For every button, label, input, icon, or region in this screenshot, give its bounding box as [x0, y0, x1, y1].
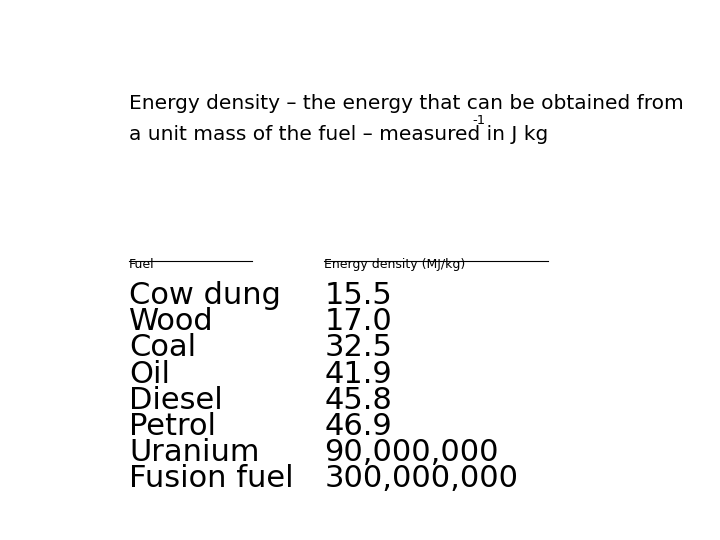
Text: Uranium: Uranium — [129, 438, 260, 467]
Text: 32.5: 32.5 — [324, 333, 392, 362]
Text: -1: -1 — [472, 114, 485, 127]
Text: Cow dung: Cow dung — [129, 281, 281, 310]
Text: Energy density (MJ/kg): Energy density (MJ/kg) — [324, 258, 466, 271]
Text: 17.0: 17.0 — [324, 307, 392, 336]
Text: a unit mass of the fuel – measured in J kg: a unit mass of the fuel – measured in J … — [129, 125, 549, 144]
Text: 300,000,000: 300,000,000 — [324, 464, 518, 494]
Text: Coal: Coal — [129, 333, 196, 362]
Text: 46.9: 46.9 — [324, 412, 392, 441]
Text: 41.9: 41.9 — [324, 360, 392, 389]
Text: Wood: Wood — [129, 307, 214, 336]
Text: Oil: Oil — [129, 360, 170, 389]
Text: Diesel: Diesel — [129, 386, 222, 415]
Text: Petrol: Petrol — [129, 412, 216, 441]
Text: 45.8: 45.8 — [324, 386, 392, 415]
Text: 90,000,000: 90,000,000 — [324, 438, 499, 467]
Text: Fusion fuel: Fusion fuel — [129, 464, 294, 494]
Text: 15.5: 15.5 — [324, 281, 392, 310]
Text: Fuel: Fuel — [129, 258, 155, 271]
Text: Energy density – the energy that can be obtained from: Energy density – the energy that can be … — [129, 94, 684, 113]
